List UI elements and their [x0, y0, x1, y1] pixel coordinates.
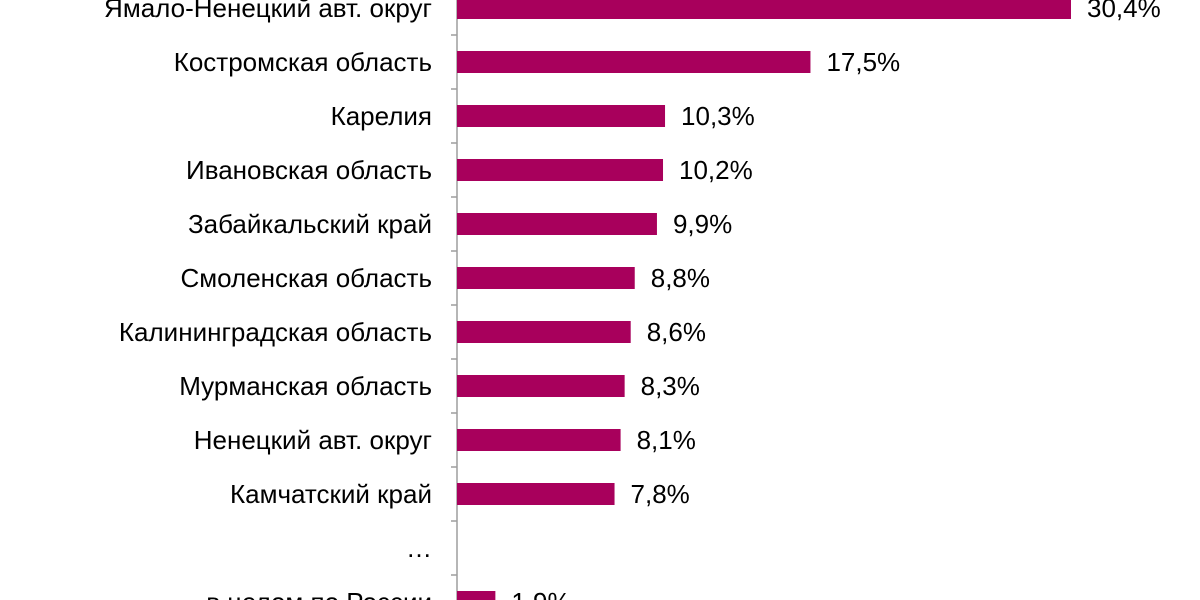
- bars: [457, 0, 1071, 600]
- value-label: 7,8%: [631, 479, 690, 509]
- bar: [457, 159, 664, 181]
- value-label: 8,1%: [637, 425, 696, 455]
- value-label: 9,9%: [673, 209, 732, 239]
- value-label: 30,4%: [1087, 0, 1161, 23]
- bar: [457, 375, 625, 397]
- bar: [457, 429, 621, 451]
- category-label: Смоленская область: [180, 263, 432, 293]
- axis-ticks: [451, 34, 457, 576]
- value-label: 8,6%: [647, 317, 706, 347]
- value-label: 10,2%: [679, 155, 753, 185]
- value-label: 1,9%: [511, 587, 570, 600]
- category-label: Забайкальский край: [188, 209, 432, 239]
- category-label: …: [406, 533, 432, 563]
- category-label: Ивановская область: [186, 155, 432, 185]
- value-labels: 30,4% 17,5% 10,3% 10,2% 9,9% 8,8% 8,6% 8,3% 8,1%…: [511, 0, 1160, 600]
- value-label: 10,3%: [681, 101, 755, 131]
- category-label: Мурманская область: [179, 371, 432, 401]
- bar: [457, 591, 496, 600]
- bar: [457, 213, 657, 235]
- value-label: 17,5%: [826, 47, 900, 77]
- bar: [457, 267, 635, 289]
- bar: [457, 321, 631, 343]
- category-label: Костромская область: [174, 47, 432, 77]
- category-label: Калининградская область: [119, 317, 432, 347]
- category-label: Ненецкий авт. округ: [194, 425, 432, 455]
- bar: [457, 105, 666, 127]
- category-label: в целом по России: [206, 587, 432, 600]
- value-label: 8,3%: [641, 371, 700, 401]
- category-label: Камчатский край: [230, 479, 432, 509]
- bar: [457, 0, 1071, 19]
- bar: [457, 483, 615, 505]
- value-label: 8,8%: [651, 263, 710, 293]
- bar: [457, 51, 811, 73]
- category-labels: Ямало-Ненецкий авт. округ Костромская обл…: [104, 0, 432, 600]
- category-label: Карелия: [331, 101, 432, 131]
- category-label: Ямало-Ненецкий авт. округ: [104, 0, 432, 23]
